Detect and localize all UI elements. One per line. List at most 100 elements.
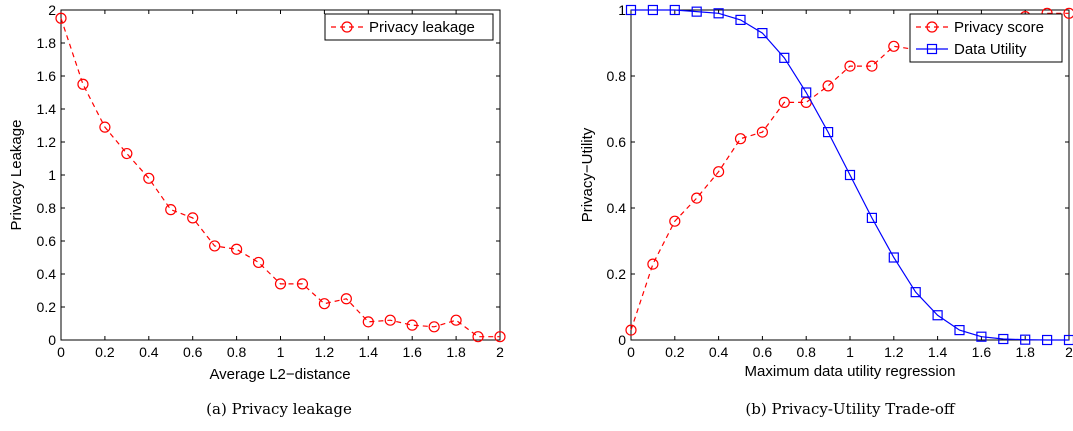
data-point-legend-privacy-score bbox=[926, 21, 938, 33]
data-point-privacy-score-3 bbox=[691, 192, 703, 204]
y-tick-label: 0.8 bbox=[607, 68, 627, 84]
x-tick-label: 0.4 bbox=[139, 344, 159, 360]
caption: (b) Privacy-Utility Trade-off bbox=[745, 400, 956, 418]
data-point-privacy-score-7 bbox=[778, 96, 790, 109]
x-tick-label: 0.2 bbox=[95, 344, 115, 360]
x-axis-label: Average L2−distance bbox=[209, 366, 350, 383]
data-point-legend-data-utility bbox=[926, 43, 938, 55]
caption: (a) Privacy leakage bbox=[206, 400, 352, 418]
data-point-data-utility-0 bbox=[625, 4, 637, 16]
data-point-data-utility-15 bbox=[954, 325, 965, 336]
data-point-data-utility-6 bbox=[757, 28, 768, 39]
y-tick-label: 0.2 bbox=[607, 266, 627, 282]
data-point-data-utility-14 bbox=[932, 310, 943, 321]
data-point-data-utility-9 bbox=[822, 126, 834, 138]
data-point-privacy-leakage-13 bbox=[340, 293, 352, 305]
data-point-data-utility-10 bbox=[844, 169, 856, 181]
data-point-data-utility-2 bbox=[669, 4, 680, 16]
x-tick-label: 1 bbox=[277, 344, 285, 360]
data-point-privacy-leakage-7 bbox=[209, 240, 221, 252]
y-tick-label: 0.4 bbox=[607, 200, 627, 216]
y-tick-label: 0.6 bbox=[37, 233, 57, 249]
data-point-privacy-score-4 bbox=[712, 166, 725, 178]
x-tick-label: 0 bbox=[627, 344, 635, 360]
data-point-privacy-leakage-6 bbox=[187, 212, 199, 224]
y-axis-label: Privacy Leakage bbox=[8, 120, 25, 231]
axis-ticks: 0 0.2 0.4 0.6 0.8 1 1.2 1.4 1.6 1.8 2 0 0.2 0.4 0.6 0.8… bbox=[37, 2, 505, 360]
data-point-legend-privacy-leakage bbox=[341, 21, 353, 33]
x-tick-label: 0.8 bbox=[796, 344, 816, 360]
y-tick-label: 0.4 bbox=[37, 266, 57, 282]
data-point-privacy-leakage-17 bbox=[428, 321, 440, 333]
data-point-privacy-leakage-9 bbox=[252, 256, 265, 269]
x-tick-label: 1.2 bbox=[884, 344, 904, 360]
data-point-data-utility-12 bbox=[888, 252, 899, 263]
y-tick-label: 1.2 bbox=[37, 134, 57, 150]
y-tick-label: 1.4 bbox=[37, 101, 57, 117]
data-point-data-utility-3 bbox=[691, 6, 702, 17]
legend-label-data-utility: Data Utility bbox=[954, 41, 1027, 58]
data-point-privacy-leakage-1 bbox=[77, 78, 89, 90]
data-point-data-utility-20 bbox=[1063, 334, 1073, 346]
x-tick-label: 1.6 bbox=[402, 344, 422, 360]
data-point-privacy-score-9 bbox=[822, 80, 834, 92]
plot-area-frame bbox=[60, 9, 501, 341]
y-axis-label: Privacy−Utility bbox=[579, 127, 596, 222]
series-line-data-utility bbox=[631, 9, 1069, 341]
data-point-data-utility-7 bbox=[779, 52, 790, 63]
data-point-privacy-leakage-15 bbox=[384, 314, 396, 326]
legend-item-privacy-score: Privacy score bbox=[916, 19, 1044, 36]
data-point-privacy-leakage-3 bbox=[121, 147, 133, 160]
y-tick-label: 1 bbox=[618, 2, 626, 18]
legend-label-privacy-score: Privacy score bbox=[954, 19, 1044, 36]
y-tick-label: 1.8 bbox=[37, 35, 57, 51]
legend-label-privacy-leakage: Privacy leakage bbox=[369, 19, 475, 36]
data-point-privacy-score-10 bbox=[844, 60, 856, 72]
data-point-data-utility-19 bbox=[1041, 334, 1053, 346]
x-tick-label: 1.8 bbox=[1015, 344, 1035, 360]
data-point-data-utility-16 bbox=[976, 331, 987, 342]
data-point-privacy-leakage-5 bbox=[165, 204, 177, 216]
data-point-data-utility-5 bbox=[735, 14, 746, 25]
x-tick-label: 0 bbox=[57, 344, 65, 360]
x-tick-label: 1.4 bbox=[928, 344, 948, 360]
y-tick-label: 0 bbox=[48, 332, 56, 348]
legend-item-data-utility: Data Utility bbox=[916, 41, 1027, 58]
data-point-privacy-leakage-16 bbox=[406, 319, 418, 331]
data-point-data-utility-13 bbox=[910, 287, 921, 298]
data-point-privacy-leakage-14 bbox=[362, 316, 374, 328]
series-privacy-leakage bbox=[55, 12, 506, 343]
data-point-privacy-leakage-2 bbox=[99, 121, 111, 133]
data-point-privacy-leakage-19 bbox=[472, 331, 484, 343]
x-tick-label: 1.8 bbox=[446, 344, 466, 360]
data-point-privacy-leakage-20 bbox=[494, 331, 506, 343]
x-tick-label: 0.8 bbox=[227, 344, 247, 360]
data-point-privacy-leakage-12 bbox=[318, 298, 330, 310]
y-tick-label: 1.6 bbox=[37, 68, 57, 84]
x-tick-label: 2 bbox=[1065, 344, 1073, 360]
x-tick-label: 0.6 bbox=[183, 344, 203, 360]
data-point-privacy-score-12 bbox=[888, 40, 900, 52]
data-point-privacy-leakage-0 bbox=[55, 12, 67, 24]
y-tick-label: 0.8 bbox=[37, 200, 57, 216]
x-tick-label: 1.4 bbox=[359, 344, 379, 360]
data-point-privacy-score-2 bbox=[669, 215, 681, 227]
data-point-privacy-leakage-4 bbox=[143, 172, 155, 184]
data-point-privacy-score-1 bbox=[647, 258, 659, 270]
series-line-privacy-leakage bbox=[60, 18, 500, 338]
data-point-privacy-score-5 bbox=[734, 133, 747, 145]
series-layer bbox=[55, 12, 506, 343]
x-tick-label: 0.4 bbox=[709, 344, 729, 360]
y-tick-label: 0.6 bbox=[607, 134, 627, 150]
series-data-utility bbox=[625, 4, 1073, 346]
data-point-privacy-score-0 bbox=[625, 324, 637, 336]
data-point-data-utility-11 bbox=[866, 212, 878, 223]
x-axis-label: Maximum data utility regression bbox=[745, 363, 956, 380]
y-tick-label: 0.2 bbox=[37, 299, 57, 315]
x-tick-label: 1 bbox=[846, 344, 854, 360]
data-point-privacy-leakage-10 bbox=[274, 278, 287, 290]
legend: Privacy leakage bbox=[324, 13, 494, 41]
data-point-privacy-leakage-18 bbox=[450, 314, 462, 326]
x-tick-label: 1.6 bbox=[972, 344, 992, 360]
data-point-privacy-leakage-8 bbox=[231, 243, 243, 255]
